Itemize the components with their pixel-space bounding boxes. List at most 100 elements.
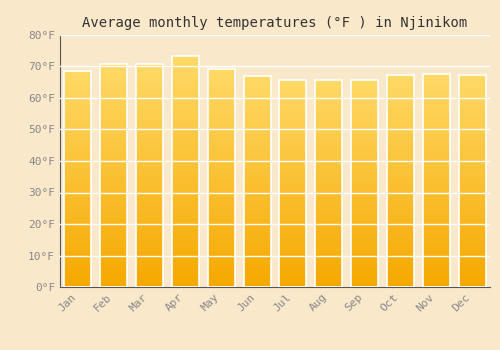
Bar bbox=[136, 112, 163, 114]
Bar bbox=[100, 226, 127, 229]
Bar bbox=[208, 72, 234, 75]
Bar bbox=[387, 266, 414, 268]
Bar bbox=[316, 238, 342, 240]
Bar bbox=[208, 273, 234, 276]
Bar bbox=[423, 175, 450, 178]
Bar bbox=[172, 91, 199, 94]
Bar bbox=[458, 266, 485, 268]
Bar bbox=[208, 105, 234, 107]
Bar bbox=[208, 162, 234, 164]
Bar bbox=[208, 151, 234, 154]
Bar bbox=[316, 209, 342, 212]
Bar bbox=[172, 247, 199, 250]
Bar bbox=[458, 226, 485, 229]
Bar bbox=[244, 147, 270, 150]
Bar bbox=[64, 109, 92, 112]
Bar bbox=[280, 150, 306, 153]
Bar bbox=[244, 200, 270, 203]
Bar bbox=[458, 117, 485, 120]
Bar bbox=[458, 160, 485, 162]
Bar bbox=[458, 194, 485, 197]
Bar bbox=[208, 132, 234, 135]
Bar bbox=[351, 106, 378, 108]
Bar bbox=[64, 198, 92, 201]
Bar bbox=[316, 137, 342, 140]
Bar bbox=[172, 128, 199, 131]
Bar bbox=[351, 230, 378, 233]
Bar bbox=[316, 114, 342, 116]
Bar bbox=[136, 148, 163, 150]
Bar bbox=[458, 234, 485, 237]
Bar bbox=[423, 77, 450, 79]
Bar bbox=[136, 254, 163, 257]
Bar bbox=[458, 75, 485, 78]
Bar bbox=[458, 210, 485, 213]
Bar bbox=[316, 170, 342, 173]
Bar bbox=[351, 256, 378, 259]
Bar bbox=[136, 76, 163, 78]
Bar bbox=[316, 240, 342, 243]
Bar bbox=[64, 211, 92, 214]
Bar bbox=[244, 113, 270, 116]
Bar bbox=[316, 261, 342, 264]
Bar bbox=[64, 273, 92, 276]
Bar bbox=[280, 202, 306, 204]
Bar bbox=[172, 203, 199, 206]
Bar bbox=[172, 258, 199, 261]
Bar bbox=[172, 88, 199, 91]
Bar bbox=[244, 163, 270, 166]
Bar bbox=[423, 101, 450, 103]
Bar bbox=[64, 201, 92, 203]
Bar bbox=[172, 56, 199, 59]
Bar bbox=[244, 284, 270, 287]
Bar bbox=[136, 217, 163, 220]
Bar bbox=[172, 284, 199, 287]
Bar bbox=[387, 253, 414, 255]
Bar bbox=[316, 230, 342, 233]
Bar bbox=[280, 251, 306, 253]
Bar bbox=[244, 276, 270, 279]
Bar bbox=[458, 276, 485, 279]
Bar bbox=[64, 252, 92, 255]
Bar bbox=[136, 223, 163, 226]
Bar bbox=[387, 120, 414, 123]
Bar bbox=[64, 182, 92, 184]
Bar bbox=[316, 80, 342, 287]
Bar bbox=[423, 167, 450, 170]
Bar bbox=[387, 107, 414, 110]
Bar bbox=[244, 145, 270, 147]
Bar bbox=[208, 252, 234, 254]
Bar bbox=[316, 266, 342, 269]
Bar bbox=[244, 121, 270, 124]
Bar bbox=[172, 123, 199, 126]
Bar bbox=[423, 181, 450, 183]
Bar bbox=[387, 245, 414, 247]
Bar bbox=[423, 237, 450, 239]
Bar bbox=[387, 157, 414, 160]
Bar bbox=[136, 95, 163, 98]
Bar bbox=[64, 225, 92, 228]
Bar bbox=[387, 260, 414, 263]
Bar bbox=[208, 107, 234, 110]
Bar bbox=[423, 119, 450, 122]
Bar bbox=[208, 208, 234, 211]
Bar bbox=[208, 170, 234, 173]
Bar bbox=[172, 74, 199, 77]
Bar bbox=[208, 192, 234, 195]
Bar bbox=[351, 98, 378, 100]
Bar bbox=[351, 119, 378, 121]
Bar bbox=[280, 207, 306, 209]
Bar bbox=[244, 268, 270, 271]
Bar bbox=[172, 94, 199, 97]
Bar bbox=[423, 156, 450, 159]
Bar bbox=[172, 186, 199, 189]
Bar bbox=[244, 240, 270, 242]
Bar bbox=[387, 205, 414, 208]
Bar bbox=[280, 194, 306, 196]
Bar bbox=[316, 186, 342, 189]
Bar bbox=[136, 273, 163, 276]
Bar bbox=[351, 121, 378, 124]
Bar bbox=[423, 282, 450, 284]
Bar bbox=[136, 215, 163, 217]
Bar bbox=[387, 102, 414, 104]
